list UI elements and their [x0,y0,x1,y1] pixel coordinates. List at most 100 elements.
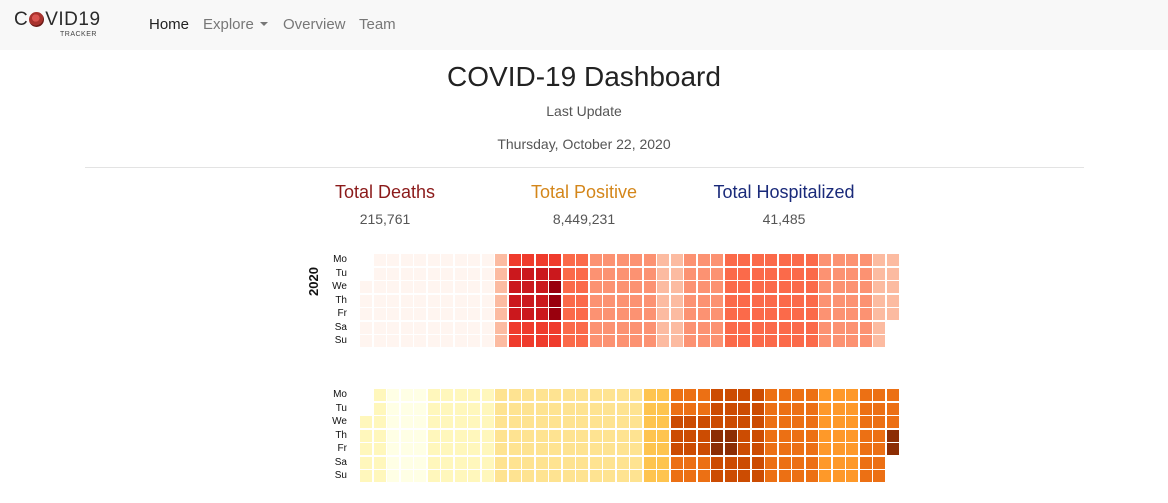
positive-cell[interactable] [441,443,454,456]
positive-cell[interactable] [562,429,575,442]
deaths-cell[interactable] [576,308,589,321]
deaths-cell[interactable] [805,281,818,294]
deaths-cell[interactable] [562,335,575,348]
deaths-cell[interactable] [832,267,845,280]
deaths-cell[interactable] [468,254,481,267]
positive-cell[interactable] [481,429,494,442]
positive-cell[interactable] [792,443,805,456]
deaths-cell[interactable] [414,335,427,348]
positive-cell[interactable] [360,470,373,483]
deaths-cell[interactable] [360,308,373,321]
deaths-cell[interactable] [765,281,778,294]
deaths-cell[interactable] [697,308,710,321]
positive-cell[interactable] [684,416,697,429]
positive-cell[interactable] [616,443,629,456]
deaths-cell[interactable] [441,267,454,280]
deaths-cell[interactable] [765,254,778,267]
deaths-cell[interactable] [859,294,872,307]
deaths-cell[interactable] [630,308,643,321]
positive-cell[interactable] [441,389,454,402]
positive-cell[interactable] [738,456,751,469]
deaths-cell[interactable] [360,281,373,294]
deaths-cell[interactable] [589,267,602,280]
deaths-cell[interactable] [549,335,562,348]
deaths-cell[interactable] [859,281,872,294]
deaths-cell[interactable] [873,254,886,267]
positive-cell[interactable] [765,416,778,429]
deaths-cell[interactable] [886,308,899,321]
deaths-cell[interactable] [738,267,751,280]
deaths-cell[interactable] [643,267,656,280]
deaths-cell[interactable] [522,281,535,294]
deaths-cell[interactable] [819,254,832,267]
deaths-cell[interactable] [481,267,494,280]
deaths-cell[interactable] [508,294,521,307]
deaths-cell[interactable] [508,308,521,321]
nav-overview[interactable]: Overview [283,16,346,33]
deaths-cell[interactable] [373,335,386,348]
positive-cell[interactable] [481,470,494,483]
positive-cell[interactable] [819,470,832,483]
deaths-cell[interactable] [724,294,737,307]
deaths-cell[interactable] [670,308,683,321]
deaths-cell[interactable] [738,335,751,348]
deaths-cell[interactable] [495,308,508,321]
positive-cell[interactable] [778,389,791,402]
positive-cell[interactable] [711,429,724,442]
deaths-cell[interactable] [711,308,724,321]
deaths-cell[interactable] [454,321,467,334]
positive-cell[interactable] [805,443,818,456]
deaths-cell[interactable] [832,308,845,321]
positive-cell[interactable] [400,416,413,429]
positive-cell[interactable] [400,470,413,483]
deaths-cell[interactable] [859,267,872,280]
positive-cell[interactable] [535,402,548,415]
deaths-cell[interactable] [684,294,697,307]
positive-cell[interactable] [819,456,832,469]
positive-cell[interactable] [535,456,548,469]
positive-cell[interactable] [414,443,427,456]
positive-cell[interactable] [697,402,710,415]
deaths-cell[interactable] [535,321,548,334]
positive-cell[interactable] [400,456,413,469]
deaths-cell[interactable] [387,335,400,348]
nav-explore[interactable]: Explore [203,16,268,33]
deaths-cell[interactable] [535,335,548,348]
positive-cell[interactable] [400,443,413,456]
positive-cell[interactable] [643,389,656,402]
deaths-cell[interactable] [765,294,778,307]
deaths-cell[interactable] [481,321,494,334]
positive-cell[interactable] [805,389,818,402]
positive-cell[interactable] [522,402,535,415]
deaths-cell[interactable] [643,335,656,348]
deaths-cell[interactable] [616,308,629,321]
deaths-cell[interactable] [454,267,467,280]
positive-cell[interactable] [400,389,413,402]
deaths-cell[interactable] [778,335,791,348]
deaths-cell[interactable] [751,335,764,348]
positive-cell[interactable] [360,429,373,442]
positive-cell[interactable] [859,389,872,402]
positive-cell[interactable] [792,402,805,415]
deaths-cell[interactable] [832,281,845,294]
positive-cell[interactable] [508,429,521,442]
positive-cell[interactable] [886,429,899,442]
deaths-cell[interactable] [589,321,602,334]
deaths-cell[interactable] [724,254,737,267]
positive-cell[interactable] [441,402,454,415]
deaths-cell[interactable] [603,254,616,267]
positive-cell[interactable] [684,470,697,483]
deaths-cell[interactable] [859,254,872,267]
deaths-cell[interactable] [724,267,737,280]
deaths-cell[interactable] [846,294,859,307]
positive-cell[interactable] [373,456,386,469]
positive-cell[interactable] [778,443,791,456]
positive-cell[interactable] [832,389,845,402]
positive-cell[interactable] [711,470,724,483]
positive-cell[interactable] [535,429,548,442]
positive-cell[interactable] [630,456,643,469]
positive-cell[interactable] [630,429,643,442]
positive-cell[interactable] [427,429,440,442]
deaths-cell[interactable] [711,281,724,294]
deaths-cell[interactable] [711,294,724,307]
